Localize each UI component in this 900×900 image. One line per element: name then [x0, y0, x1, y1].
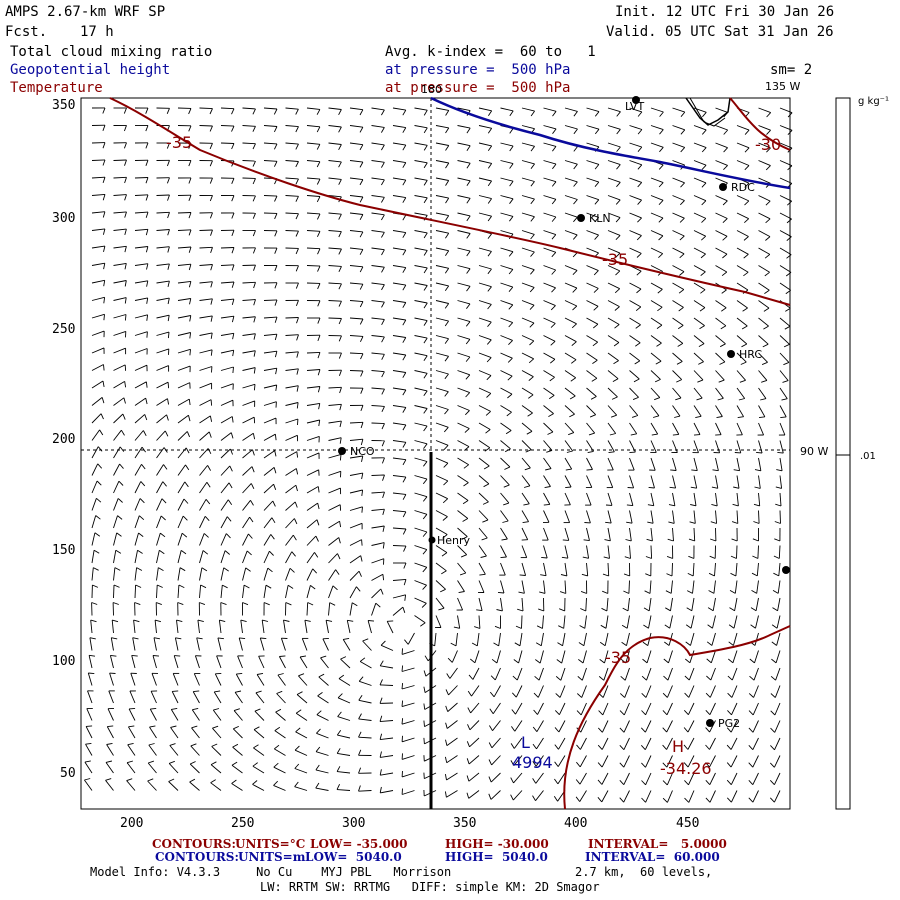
high-marker: H: [672, 737, 684, 756]
temperature-contour-minus35-south: [563, 625, 791, 810]
forecast-label: Fcst.: [5, 24, 48, 40]
y-tick-250: 250: [52, 322, 76, 337]
station-label-lvt: LVT: [625, 100, 644, 113]
temp-contours-label: CONTOURS:: [152, 837, 236, 851]
temp-label-minus35-nw: -35: [166, 133, 192, 152]
station-dot-henry: [428, 536, 436, 544]
coastline-inner: [689, 97, 726, 127]
height-interval: INTERVAL= 60.000: [585, 850, 720, 864]
model-info: Model Info: V4.3.3 No Cu MYJ PBL Morriso…: [90, 865, 452, 879]
height-units: UNITS=m: [238, 850, 306, 864]
x-tick-450: 450: [676, 816, 700, 831]
x-tick-350: 350: [453, 816, 477, 831]
station-label-nco: NCO: [350, 445, 375, 458]
y-tick-200: 200: [52, 432, 76, 447]
station-label-pg2: PG2: [718, 717, 740, 730]
model-resolution: 2.7 km, 60 levels,: [575, 865, 713, 879]
temp-interval: INTERVAL= 5.0000: [588, 837, 727, 851]
colorbar-value: .01: [860, 451, 876, 462]
temperature-contour-minus35-north: [109, 97, 791, 306]
station-markers: LVT RDC KLN HRC NCO Henry PG2: [338, 96, 790, 730]
temp-units: UNITS=°C: [235, 837, 306, 851]
y-tick-150: 150: [52, 543, 76, 558]
high-value: -34.26: [660, 759, 712, 778]
field-cloud-mixing-ratio: Total cloud mixing ratio: [10, 44, 213, 60]
wind-barbs: [84, 107, 793, 803]
forecast-hours: 17 h: [80, 24, 114, 40]
map-frame: [80, 97, 791, 810]
height-high: HIGH= 5040.0: [445, 850, 548, 864]
station-dot-nco: [338, 447, 346, 455]
station-dot-lvt: [632, 96, 640, 104]
y-tick-100: 100: [52, 654, 76, 669]
y-tick-300: 300: [52, 211, 76, 226]
height-contours-label: CONTOURS:: [155, 850, 239, 864]
station-label-kln: KLN: [589, 212, 611, 225]
temp-pressure-level: at pressure = 500 hPa: [385, 80, 571, 96]
model-physics: LW: RRTM SW: RRTMG DIFF: simple KM: 2D S…: [260, 880, 600, 894]
coastline: [685, 97, 731, 126]
y-tick-350: 350: [52, 98, 76, 113]
station-dot-hrc: [727, 350, 735, 358]
station-dot-kln: [577, 214, 585, 222]
station-label-henry: Henry: [437, 534, 471, 547]
temp-label-minus35-south: -35: [605, 648, 631, 667]
map-labels: -35 -35 -30 -35 H -34.26 L 4994 180 135 …: [166, 80, 828, 778]
temp-low: LOW= -35.000: [310, 837, 408, 851]
x-tick-200: 200: [120, 816, 144, 831]
x-tick-300: 300: [342, 816, 366, 831]
temperature-contour-minus30: [729, 97, 791, 151]
height-low: LOW= 5040.0: [305, 850, 402, 864]
init-time: Init. 12 UTC Fri 30 Jan 26: [615, 4, 835, 20]
field-geopotential-height: Geopotential height: [10, 62, 171, 78]
low-marker: L: [521, 733, 530, 752]
station-dot-rdc: [719, 183, 727, 191]
station-dot-edge: [782, 566, 790, 574]
station-dot-pg2: [706, 719, 714, 727]
y-tick-50: 50: [60, 766, 76, 781]
low-value: 4994: [512, 753, 553, 772]
x-tick-400: 400: [564, 816, 588, 831]
colorbar: [835, 97, 851, 810]
temp-label-minus30: -30: [755, 135, 781, 154]
station-label-hrc: HRC: [739, 348, 762, 361]
height-pressure-level: at pressure = 500 hPa: [385, 62, 571, 78]
x-tick-250: 250: [231, 816, 255, 831]
valid-time: Valid. 05 UTC Sat 31 Jan 26: [606, 24, 834, 40]
station-label-rdc: RDC: [731, 181, 755, 194]
temp-label-minus35-ne: -35: [602, 250, 628, 269]
temp-high: HIGH= -30.000: [445, 837, 549, 851]
height-contour-5040: [430, 96, 791, 190]
smoothing-label: sm= 2: [770, 62, 813, 78]
meridian-label-135w: 135 W: [765, 80, 800, 93]
model-title: AMPS 2.67-km WRF SP: [5, 4, 166, 20]
k-index-range: Avg. k-index = 60 to 1: [385, 44, 596, 60]
field-temperature: Temperature: [10, 80, 103, 96]
meridian-label-90w: 90 W: [800, 445, 828, 458]
colorbar-unit: g kg⁻¹: [858, 96, 889, 107]
meridian-label-180: 180: [421, 83, 442, 96]
